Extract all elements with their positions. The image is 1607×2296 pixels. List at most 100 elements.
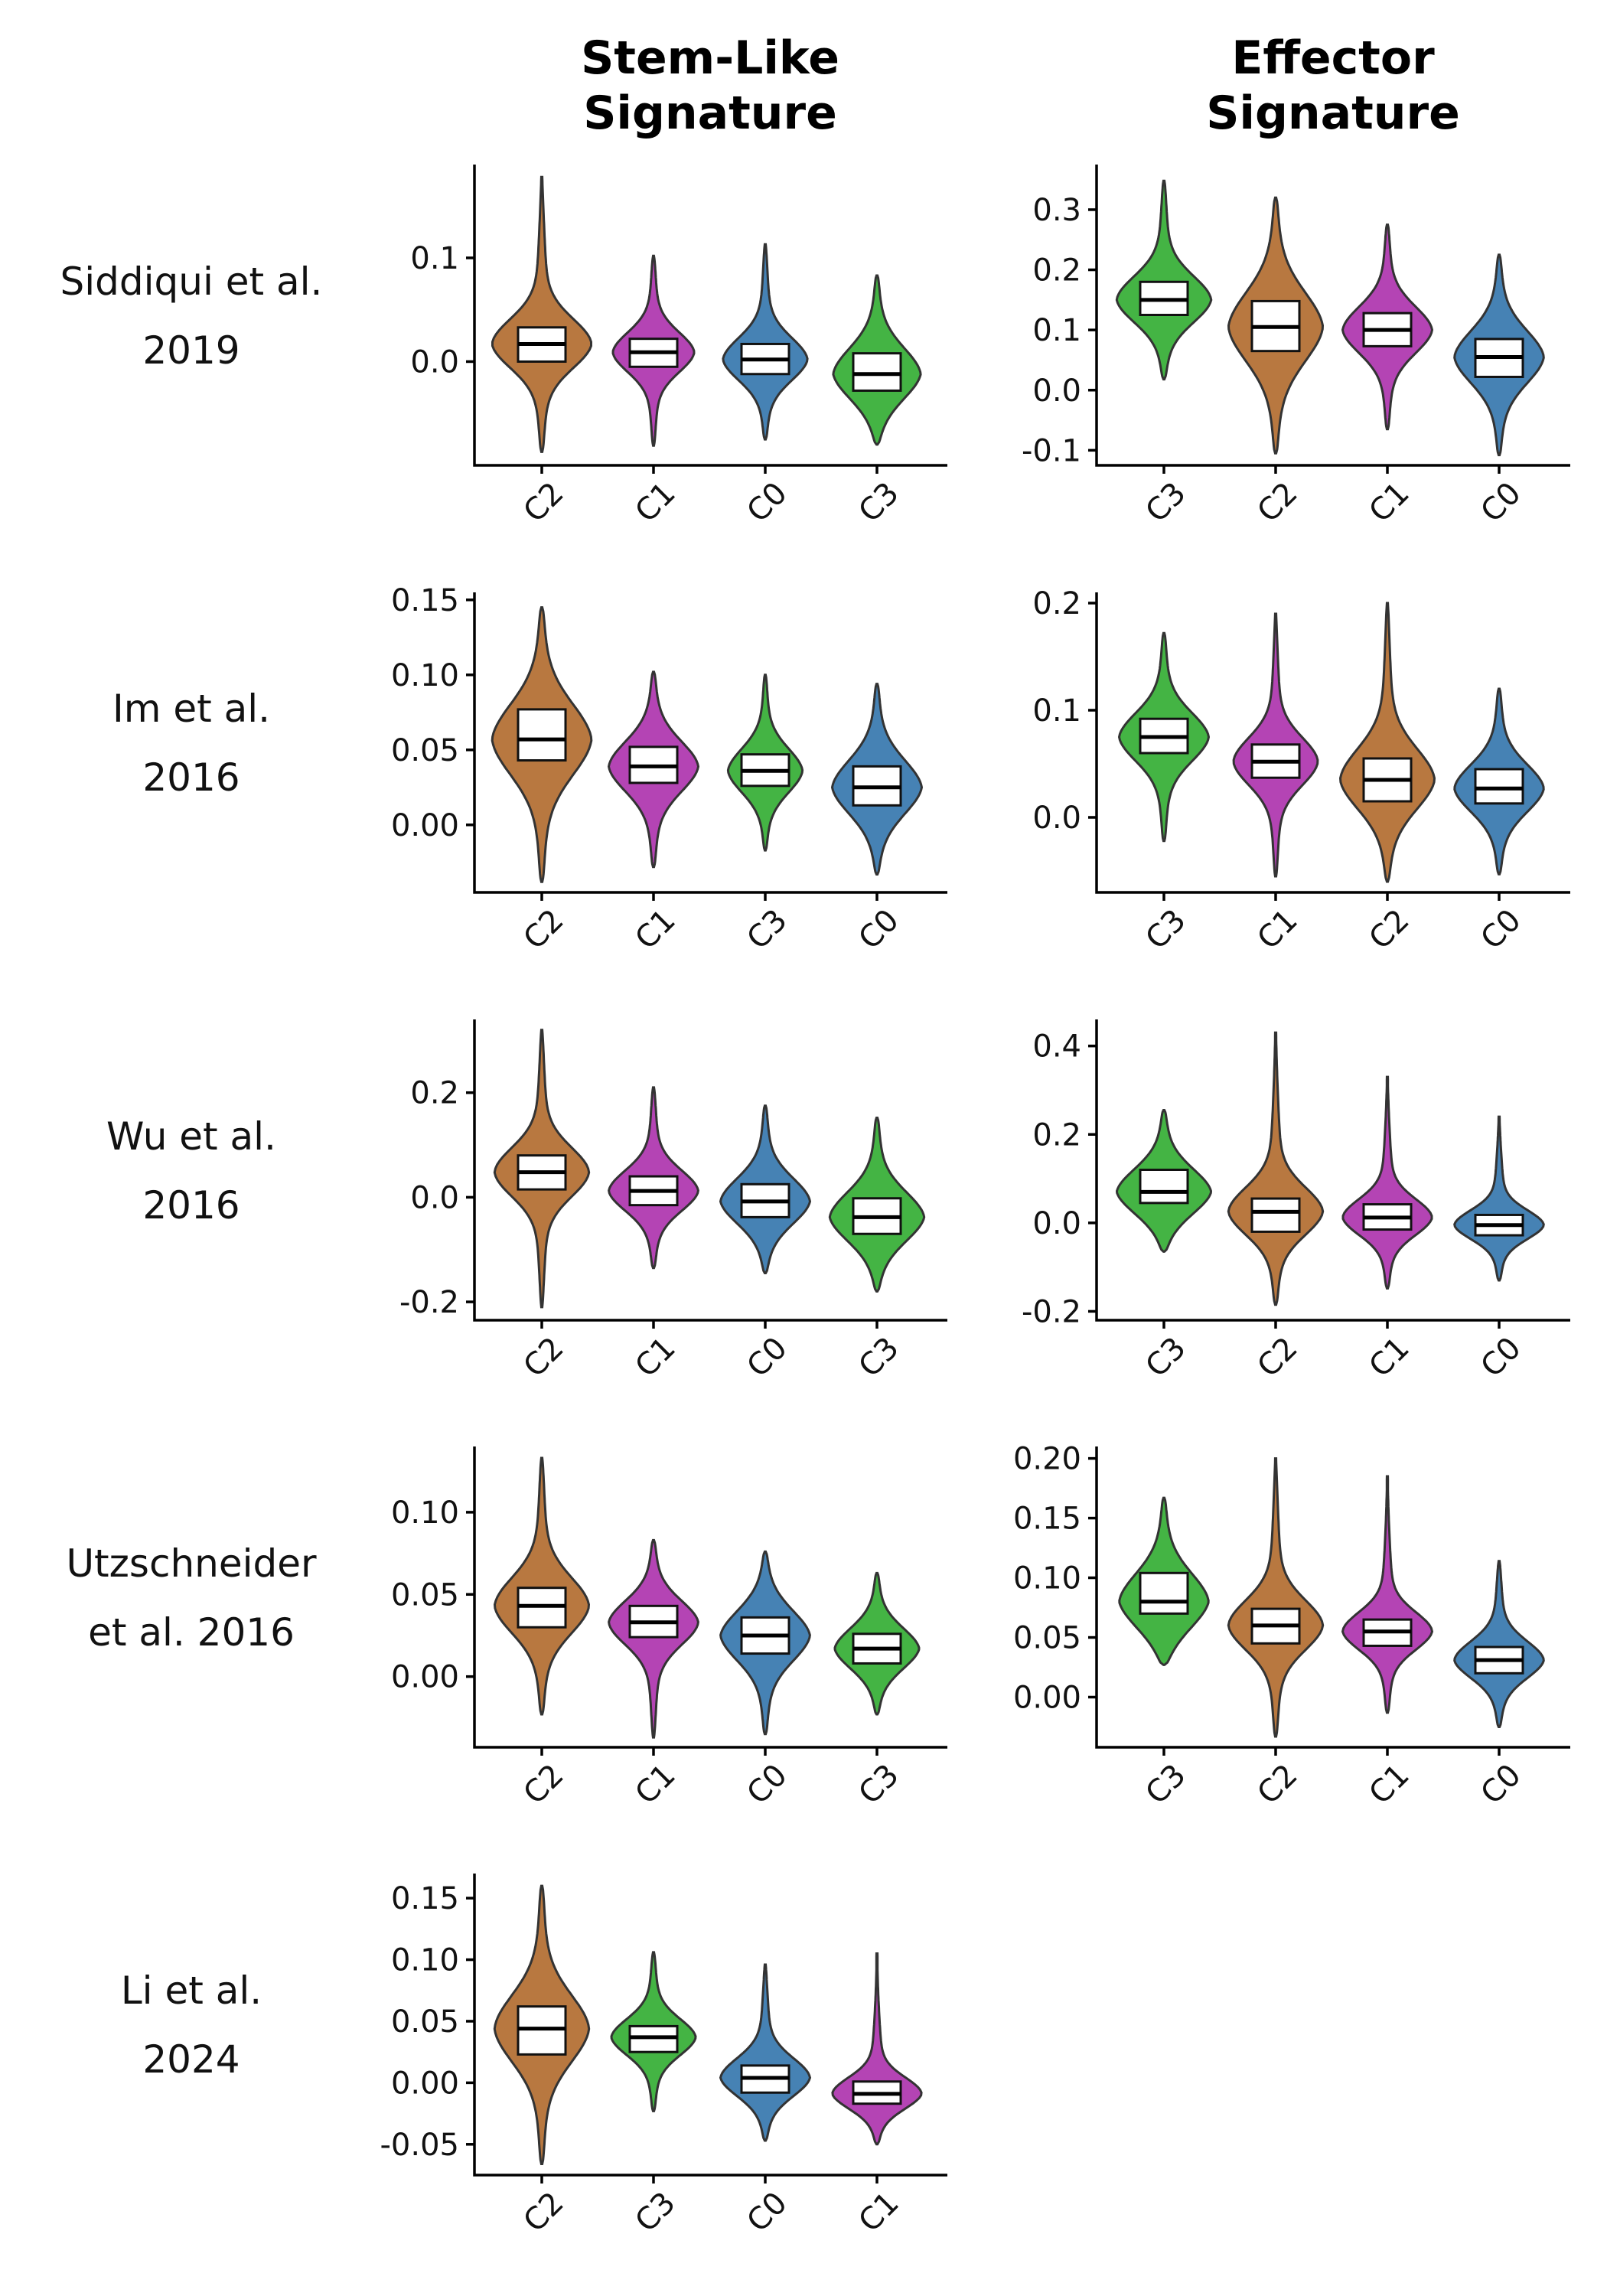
panel-r2-c0: -0.2 0.0 0.2 C2 C1 C0 C3 bbox=[399, 1019, 947, 1384]
violin-C0 bbox=[830, 683, 924, 876]
violin-body bbox=[722, 243, 809, 441]
x-tick-label: C0 bbox=[852, 902, 905, 956]
x-tick-label: C2 bbox=[517, 475, 570, 529]
violin-C3 bbox=[1115, 1109, 1213, 1253]
x-tick-label: C1 bbox=[1362, 1757, 1416, 1811]
axis-lines bbox=[473, 1446, 947, 1749]
violin-C2 bbox=[1338, 602, 1436, 883]
y-tick-label: -0.2 bbox=[1022, 1294, 1081, 1329]
y-tick-label: 0.05 bbox=[391, 2004, 459, 2040]
axis-lines bbox=[1095, 165, 1570, 467]
x-tick-label: C0 bbox=[740, 2185, 794, 2239]
y-tick-label: 0.00 bbox=[391, 808, 459, 843]
violin-C2 bbox=[493, 1029, 591, 1309]
axis-lines bbox=[473, 592, 947, 894]
violin-body bbox=[1453, 1115, 1545, 1282]
y-tick-label: 0.10 bbox=[391, 1943, 459, 1978]
iqr-box bbox=[1139, 1571, 1189, 1615]
violin-C0 bbox=[722, 243, 809, 441]
x-tick-label: C3 bbox=[1139, 1330, 1192, 1384]
iqr-box bbox=[1474, 768, 1524, 805]
violin-C1 bbox=[608, 1538, 699, 1739]
y-tick-label: 0.00 bbox=[1013, 1681, 1081, 1716]
violin-C1 bbox=[1232, 612, 1319, 878]
violin-C0 bbox=[1453, 1115, 1545, 1282]
y-tick-label: 0.1 bbox=[410, 241, 459, 276]
row-labels: Siddiqui et al. 2019 Im et al. 2016 Wu e… bbox=[60, 259, 323, 2082]
row-label-wu-line1: Wu et al. bbox=[106, 1114, 276, 1159]
y-tick-label: 0.00 bbox=[391, 2066, 459, 2101]
axis-lines bbox=[1095, 1019, 1570, 1322]
x-tick-label: C2 bbox=[1250, 1757, 1304, 1811]
y-tick-label: 0.0 bbox=[1032, 1206, 1081, 1241]
x-tick-label: C1 bbox=[628, 1757, 682, 1811]
y-tick-label: -0.1 bbox=[1022, 433, 1081, 468]
x-tick-label: C0 bbox=[1474, 475, 1527, 529]
y-tick-label: 0.1 bbox=[1032, 313, 1081, 348]
y-tick-label: 0.2 bbox=[1032, 253, 1081, 289]
x-tick-label: C0 bbox=[740, 1757, 794, 1811]
violin-C2 bbox=[493, 1456, 591, 1716]
x-tick-label: C3 bbox=[1139, 475, 1192, 529]
row-label-li-line2: 2024 bbox=[142, 2037, 240, 2082]
violin-C0 bbox=[1453, 687, 1545, 876]
violin-C0 bbox=[719, 1963, 812, 2142]
violin-C1 bbox=[831, 1952, 923, 2146]
y-tick-label: 0.20 bbox=[1013, 1442, 1081, 1477]
x-tick-label: C0 bbox=[1474, 1330, 1527, 1384]
violin-C2 bbox=[1227, 1457, 1325, 1738]
violin-C0 bbox=[719, 1550, 811, 1736]
violin-body bbox=[1115, 179, 1213, 381]
violin-C2 bbox=[491, 175, 592, 453]
x-tick-label: C2 bbox=[517, 1330, 570, 1384]
x-tick-label: C3 bbox=[1139, 902, 1192, 956]
y-tick-label: 0.4 bbox=[1032, 1029, 1081, 1065]
y-tick-label: 0.3 bbox=[1032, 193, 1081, 228]
y-tick-label: 0.15 bbox=[391, 583, 459, 618]
y-tick-label: 0.15 bbox=[1013, 1502, 1081, 1537]
x-tick-label: C2 bbox=[1362, 902, 1416, 956]
x-tick-label: C0 bbox=[740, 1330, 794, 1384]
y-tick-label: 0.1 bbox=[1032, 693, 1081, 729]
violin-body bbox=[831, 1952, 923, 2146]
y-tick-label: 0.2 bbox=[1032, 586, 1081, 621]
row-label-im-line2: 2016 bbox=[142, 755, 240, 800]
iqr-box bbox=[1250, 1197, 1301, 1233]
y-tick-label: 0.05 bbox=[391, 733, 459, 768]
violin-body bbox=[719, 1963, 812, 2142]
violin-C2 bbox=[1227, 1031, 1325, 1306]
violin-body bbox=[493, 1456, 591, 1716]
panel-r1-c0: 0.00 0.05 0.10 0.15 C2 C1 C3 C0 bbox=[391, 583, 947, 957]
violin-C3 bbox=[1117, 631, 1211, 843]
iqr-box bbox=[1139, 1169, 1189, 1205]
panel-r2-c1: -0.2 0.0 0.2 0.4 C3 C2 C1 C0 bbox=[1022, 1019, 1570, 1384]
violin-C3 bbox=[726, 673, 804, 852]
x-tick-label: C1 bbox=[628, 475, 682, 529]
x-tick-label: C2 bbox=[517, 902, 570, 956]
x-tick-label: C3 bbox=[852, 475, 905, 529]
x-tick-label: C1 bbox=[1250, 902, 1304, 956]
y-tick-label: 0.0 bbox=[410, 344, 459, 380]
violin-C3 bbox=[832, 274, 922, 446]
violin-C0 bbox=[1453, 1560, 1545, 1728]
column-title-stem-like-line2: Signature bbox=[583, 86, 837, 140]
row-label-siddiqui-line1: Siddiqui et al. bbox=[60, 259, 323, 304]
axis-lines bbox=[1095, 1446, 1570, 1749]
violin-C2 bbox=[493, 1884, 591, 2165]
y-tick-label: 0.2 bbox=[1032, 1117, 1081, 1153]
column-title-effector-line1: Effector bbox=[1231, 31, 1435, 85]
y-tick-label: 0.0 bbox=[1032, 373, 1081, 409]
y-tick-label: 0.0 bbox=[410, 1180, 459, 1215]
y-tick-label: 0.15 bbox=[391, 1881, 459, 1916]
y-tick-label: 0.10 bbox=[391, 1495, 459, 1531]
violin-C1 bbox=[1341, 1475, 1434, 1714]
x-tick-label: C3 bbox=[740, 902, 794, 956]
x-tick-label: C3 bbox=[852, 1757, 905, 1811]
axis-lines bbox=[473, 165, 947, 467]
violin-C1 bbox=[1341, 1075, 1433, 1290]
axis-lines bbox=[473, 1874, 947, 2177]
y-tick-label: 0.05 bbox=[1013, 1621, 1081, 1656]
violin-panels: 0.0 0.1 C2 C1 C0 C3 -0.1 0.0 0.1 0.2 0.3 C3 C2 C1 C0 0.… bbox=[380, 165, 1570, 2239]
x-tick-label: C0 bbox=[1474, 902, 1527, 956]
